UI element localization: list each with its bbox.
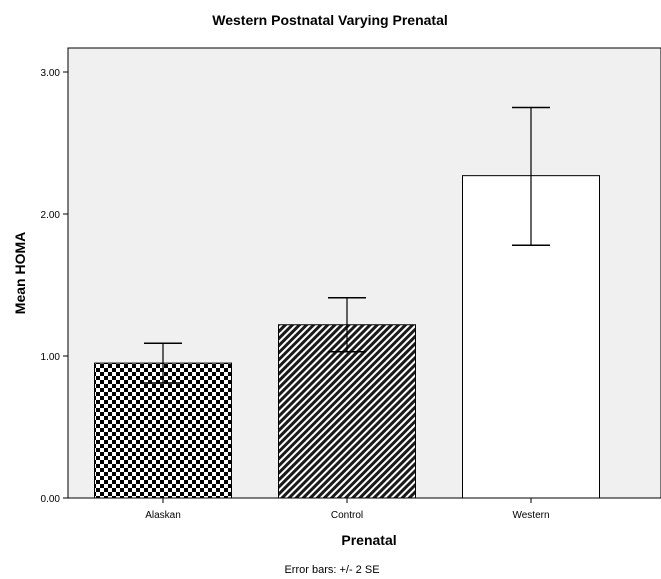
- x-axis-title: Prenatal: [341, 532, 396, 548]
- bar-alaskan: [94, 362, 232, 499]
- y-axis-ticks: 0.00 1.00 2.00 3.00: [41, 68, 68, 505]
- bars: [94, 175, 600, 499]
- error-bar-footnote: Error bars: +/- 2 SE: [284, 564, 379, 576]
- error-bars: [144, 106, 550, 384]
- x-axis-ticks: Alaskan Control Western: [145, 498, 550, 521]
- chart-title: Western Postnatal Varying Prenatal: [212, 12, 448, 28]
- y-axis-title: Mean HOMA: [12, 232, 28, 314]
- bar-control: [278, 324, 416, 499]
- x-tick-label: Alaskan: [145, 510, 181, 521]
- x-tick-label: Control: [331, 510, 363, 521]
- y-tick-label: 3.00: [41, 68, 61, 79]
- y-tick-label: 1.00: [41, 352, 61, 363]
- y-tick-label: 2.00: [41, 210, 61, 221]
- y-tick-label: 0.00: [41, 494, 61, 505]
- x-tick-label: Western: [512, 510, 549, 521]
